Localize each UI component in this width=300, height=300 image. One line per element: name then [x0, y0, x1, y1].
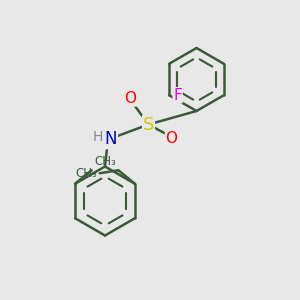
Text: CH₃: CH₃ — [76, 167, 98, 180]
Text: N: N — [105, 130, 117, 148]
Text: O: O — [124, 91, 136, 106]
Text: CH₃: CH₃ — [94, 155, 116, 168]
Text: H: H — [92, 130, 103, 144]
Text: F: F — [173, 88, 182, 103]
Text: O: O — [166, 131, 178, 146]
Text: S: S — [143, 116, 154, 134]
